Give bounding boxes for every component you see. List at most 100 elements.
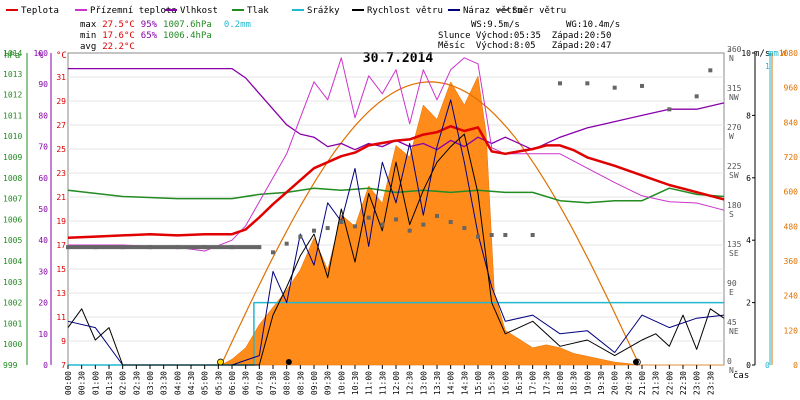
- stat-min-label: min: [80, 31, 96, 41]
- direction-tick-label: 225: [727, 162, 742, 171]
- pressure-tick-label: 1011: [3, 111, 22, 120]
- x-axis: 00:00 00:30 01:00 01:30 02:00 02:30 03:00 03:30…: [64, 365, 715, 395]
- temperature-tick-label: 31: [56, 73, 66, 82]
- direction-tick-label: N: [729, 366, 734, 375]
- time-tick-label: 08:00: [283, 371, 292, 395]
- unit-humidity: %: [38, 51, 44, 61]
- unit-solar: W: [781, 49, 787, 59]
- wind-direction-point: [558, 81, 562, 86]
- wind-direction-point: [462, 226, 467, 231]
- sunrise-marker: [217, 358, 224, 366]
- time-tick-label: 00:00: [64, 371, 73, 395]
- time-tick-label: 04:30: [187, 371, 196, 395]
- time-tick-label: 14:00: [447, 371, 456, 395]
- solar-tick-label: 0: [793, 361, 798, 370]
- time-tick-label: 01:30: [105, 371, 114, 395]
- wind-direction-point: [640, 83, 644, 88]
- unit-labels: hPa % °C ° m/s mm W: [4, 49, 787, 61]
- temperature-tick-label: 15: [56, 265, 66, 274]
- plot-area: [66, 57, 725, 366]
- time-tick-label: 10:30: [351, 371, 360, 395]
- time-tick-label: 12:00: [392, 371, 401, 395]
- humidity-tick-label: 20: [38, 299, 48, 308]
- wind-tick-label: 0: [746, 361, 751, 370]
- direction-tick-label: 270: [727, 123, 742, 132]
- wind-direction-point: [612, 85, 617, 90]
- direction-tick-label: S: [729, 210, 734, 219]
- wind-direction-point: [530, 233, 535, 237]
- info-wg: WG:10.4m/s: [566, 20, 620, 30]
- time-tick-label: 16:30: [515, 371, 524, 395]
- series-teplota: [67, 124, 725, 240]
- time-tick-label: 05:30: [214, 371, 223, 395]
- time-tick-label: 06:00: [228, 371, 237, 395]
- temperature-tick-label: 29: [56, 97, 66, 106]
- legend-label: Srážky: [307, 6, 340, 16]
- time-tick-label: 03:30: [160, 371, 169, 395]
- direction-tick-label: 315: [727, 84, 742, 93]
- time-tick-label: 11:00: [365, 371, 374, 395]
- humidity-tick-label: 30: [38, 267, 48, 276]
- time-tick-label: 18:00: [556, 371, 565, 395]
- direction-tick-label: 360: [727, 45, 742, 54]
- time-tick-label: 15:30: [488, 371, 497, 395]
- pressure-tick-label: 1005: [3, 236, 22, 245]
- wind-direction-point: [421, 222, 426, 227]
- wind-direction-point: [339, 220, 344, 224]
- wind-tick-label: 8: [746, 111, 751, 120]
- time-tick-label: 05:00: [201, 371, 210, 395]
- legend-label: Rychlost větru: [367, 6, 443, 16]
- pressure-tick-label: 999: [3, 361, 18, 370]
- wind-direction-point: [394, 217, 398, 222]
- temperature-tick-label: 27: [56, 121, 66, 130]
- time-tick-label: 07:30: [269, 371, 278, 395]
- temperature-tick-label: 7: [61, 361, 66, 370]
- temperature-tick-label: 19: [56, 217, 66, 226]
- stat-max-press: 1007.6hPa: [163, 20, 212, 30]
- legend-label: Směr větru: [512, 6, 566, 16]
- pressure-tick-label: 1006: [3, 215, 22, 224]
- time-tick-label: 20:30: [624, 371, 633, 395]
- time-tick-label: 18:30: [570, 371, 579, 395]
- time-tick-label: 07:00: [255, 371, 264, 395]
- temperature-tick-label: 21: [56, 193, 66, 202]
- time-tick-label: 03:00: [146, 371, 155, 395]
- direction-tick-label: W: [729, 132, 734, 141]
- legend-item: Přízemní teplota: [75, 6, 177, 16]
- pressure-tick-label: 1002: [3, 299, 22, 308]
- info-block: WS:9.5m/s WG:10.4m/s Slunce Východ:05:35…: [438, 20, 620, 51]
- time-tick-label: 20:00: [611, 371, 620, 395]
- time-tick-label: 23:30: [706, 371, 715, 395]
- x-axis-label: čas: [733, 370, 749, 381]
- solar-tick-label: 480: [784, 222, 799, 231]
- pressure-tick-label: 1008: [3, 174, 22, 183]
- time-tick-label: 13:30: [433, 371, 442, 395]
- time-tick-label: 21:00: [638, 371, 647, 395]
- unit-wind: m/s: [754, 49, 770, 59]
- stat-avg-label: avg: [80, 42, 96, 52]
- wind-direction-point: [708, 68, 713, 73]
- time-tick-label: 02:00: [119, 371, 128, 395]
- wind-direction-point: [353, 224, 357, 229]
- direction-tick-label: 90: [727, 279, 737, 288]
- unit-rain: mm: [768, 49, 779, 59]
- temperature-tick-label: 11: [56, 313, 66, 322]
- humidity-tick-label: 10: [38, 330, 48, 339]
- legend: Teplota Přízemní teplota Vlhkost Tlak Srážky…: [6, 6, 566, 16]
- time-tick-label: 22:30: [679, 371, 688, 395]
- legend-label: Tlak: [247, 6, 269, 16]
- stat-min-hum: 65%: [141, 31, 158, 41]
- time-tick-label: 14:30: [460, 371, 469, 395]
- direction-tick-label: 135: [727, 240, 742, 249]
- wind-direction-point: [694, 94, 699, 99]
- series-vlhkost: [68, 67, 725, 151]
- unit-direction: °: [727, 49, 732, 59]
- direction-tick-label: 45: [727, 318, 737, 327]
- pressure-tick-label: 1004: [3, 257, 22, 266]
- direction-tick-label: NE: [729, 327, 739, 336]
- legend-item: Tlak: [232, 6, 269, 16]
- stat-avg-temp: 22.2°C: [102, 42, 135, 52]
- wind-direction-point: [667, 107, 672, 112]
